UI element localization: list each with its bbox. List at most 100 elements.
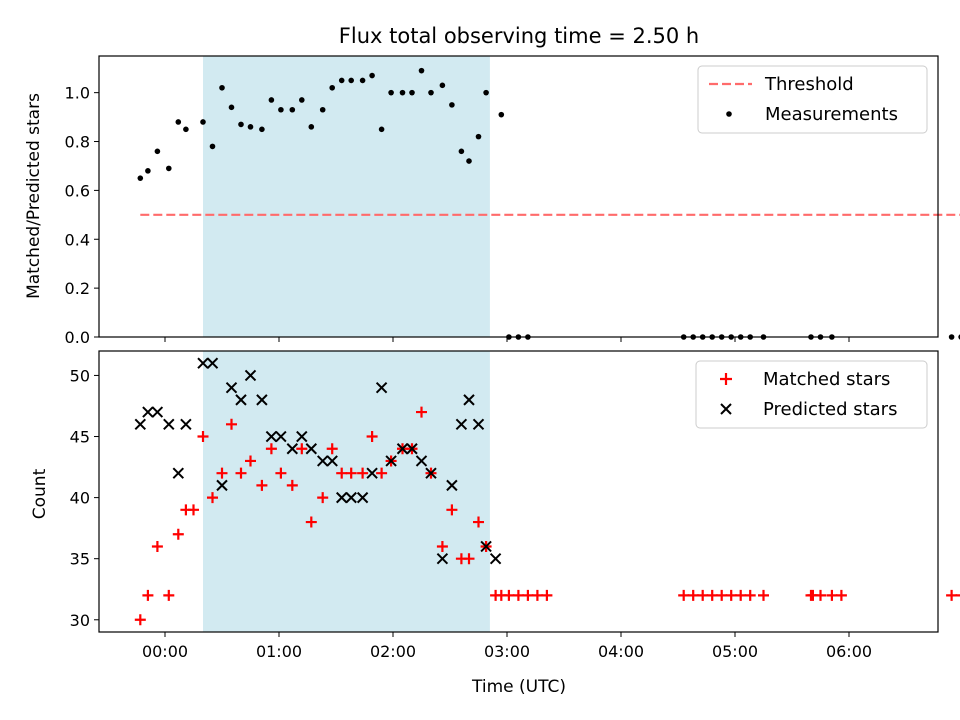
top-plot-frame xyxy=(98,55,939,338)
measurement-point xyxy=(359,77,366,84)
predicted-star-point xyxy=(256,394,268,406)
predicted-star-point xyxy=(151,406,164,418)
measurement-point xyxy=(268,97,275,103)
matched-star-point xyxy=(317,492,329,504)
bottom-x-tick-label: 04:00 xyxy=(598,642,644,661)
measurement-point xyxy=(200,119,206,125)
matched-star-point xyxy=(473,516,484,528)
predicted-star-point xyxy=(356,491,369,504)
predicted-star-point xyxy=(296,430,308,443)
measurement-point xyxy=(175,119,182,125)
matched-star-point xyxy=(366,431,378,443)
measurement-point xyxy=(483,89,489,96)
top-y-tick-label: 0.0 xyxy=(65,328,90,347)
matched-star-point xyxy=(716,589,728,601)
legend-predicted-label: Predicted stars xyxy=(763,399,897,420)
matched-star-point xyxy=(357,467,369,479)
legend-matched-label: Matched stars xyxy=(763,369,890,390)
measurement-point xyxy=(319,106,326,113)
predicted-star-point xyxy=(425,467,437,479)
predicted-star-point xyxy=(275,430,287,443)
matched-star-point xyxy=(815,589,826,601)
measurement-point xyxy=(238,121,244,128)
legend-predicted-marker xyxy=(720,403,732,415)
matched-star-point xyxy=(142,589,154,601)
matched-star-point xyxy=(697,589,709,601)
measurement-point xyxy=(278,106,284,113)
bottom-y-tick-label: 45 xyxy=(70,428,90,447)
predicted-star-point xyxy=(472,418,485,431)
bottom-y-tick-label: 30 xyxy=(70,611,90,630)
measurement-point xyxy=(409,89,415,96)
predicted-star-point xyxy=(366,467,378,479)
predicted-star-point xyxy=(134,418,147,431)
legend-measurements-marker xyxy=(726,111,732,117)
matched-star-point xyxy=(235,467,247,479)
matched-star-point xyxy=(725,589,737,601)
predicted-star-point xyxy=(326,455,338,467)
predicted-star-point xyxy=(436,552,449,565)
matched-star-point xyxy=(376,467,388,479)
matched-star-point xyxy=(678,589,690,601)
predicted-star-point xyxy=(265,430,278,443)
measurement-point xyxy=(439,82,446,89)
x-axis-label: Time (UTC) xyxy=(471,677,566,697)
predicted-star-point xyxy=(305,443,318,455)
bottom-x-tick-label: 01:00 xyxy=(256,642,302,661)
measurement-point xyxy=(166,165,172,172)
measurement-point xyxy=(259,126,265,133)
measurement-point xyxy=(137,175,144,181)
measurement-point xyxy=(498,111,505,118)
measurement-point xyxy=(466,158,472,164)
predicted-star-point xyxy=(142,406,154,418)
bottom-x-tick-label: 03:00 xyxy=(484,642,530,661)
predicted-star-point xyxy=(316,455,329,467)
bottom-plot-frame xyxy=(98,350,939,633)
measurement-point xyxy=(428,89,434,96)
predicted-star-point xyxy=(396,443,409,455)
matched-star-point xyxy=(436,540,448,552)
bottom-y-tick-label: 40 xyxy=(70,489,90,508)
matched-star-point xyxy=(735,589,747,601)
measurement-point xyxy=(369,72,375,79)
predicted-star-point xyxy=(206,357,219,369)
measurement-point xyxy=(378,126,385,133)
legend-measurements-label: Measurements xyxy=(765,104,898,125)
measurement-point xyxy=(418,67,425,74)
legend-threshold-label: Threshold xyxy=(764,74,854,95)
top-y-tick-label: 1.0 xyxy=(65,84,90,103)
matched-star-point xyxy=(345,467,357,479)
measurement-point xyxy=(948,334,955,340)
matched-star-point xyxy=(522,589,534,601)
measurement-point xyxy=(308,124,315,130)
predicted-star-point xyxy=(489,552,502,565)
matched-star-point xyxy=(503,589,515,601)
predicted-star-point xyxy=(345,491,357,504)
top-plot: 0.0 0.2 0.4 0.6 0.8 1.0 Threshold Measurements xyxy=(65,55,960,347)
matched-star-point xyxy=(336,467,348,479)
matched-star-point xyxy=(286,479,298,491)
measurement-point xyxy=(145,168,151,174)
matched-star-point xyxy=(946,589,958,601)
measurement-point xyxy=(449,102,455,108)
matched-star-point xyxy=(463,553,475,565)
measurement-point xyxy=(209,143,216,150)
matched-star-point xyxy=(687,589,699,601)
matched-star-point xyxy=(446,504,458,516)
predicted-star-point xyxy=(335,491,348,504)
measurement-point xyxy=(475,133,482,140)
measurement-point xyxy=(247,124,254,130)
predicted-star-point xyxy=(463,394,475,406)
matched-star-point xyxy=(226,418,237,430)
bottom-plot: 30 35 40 45 50 00:00 01:00 02:00 03:00 04:00 05:00… xyxy=(70,350,960,661)
predicted-star-point xyxy=(415,455,428,467)
matched-star-point xyxy=(172,528,184,540)
matched-star-point xyxy=(151,540,163,552)
matched-star-point xyxy=(265,443,277,455)
matched-star-point xyxy=(531,589,543,601)
predicted-star-point xyxy=(480,540,492,553)
top-y-axis-label: Matched/Predicted stars xyxy=(24,93,44,299)
observing-window-span xyxy=(203,56,490,337)
top-y-tick-label: 0.6 xyxy=(65,181,90,200)
